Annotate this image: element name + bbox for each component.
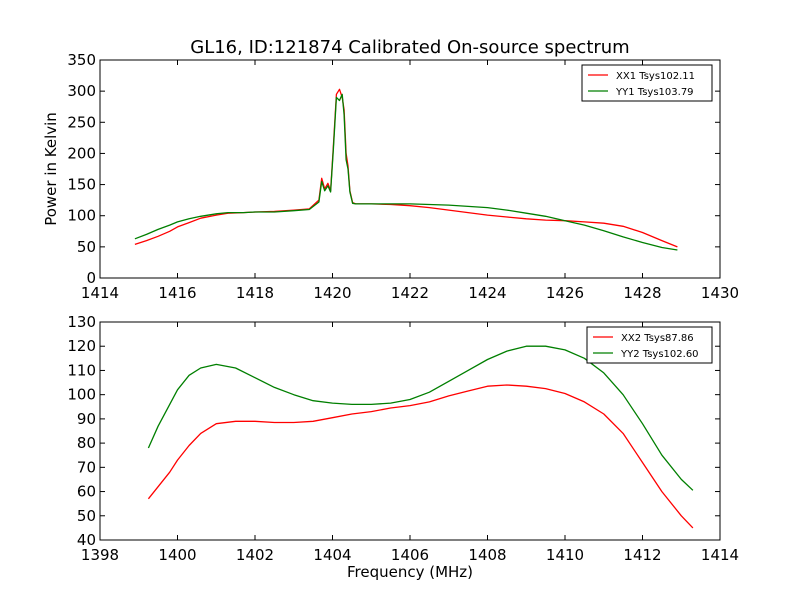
x-tick-label: 1416 xyxy=(158,284,196,302)
chart-title: GL16, ID:121874 Calibrated On-source spe… xyxy=(190,37,629,58)
y-tick-label: 60 xyxy=(77,483,96,501)
x-tick-label: 1414 xyxy=(701,546,739,564)
x-tick-label: 1412 xyxy=(623,546,661,564)
legend-box xyxy=(586,326,713,364)
y-tick-label: 0 xyxy=(86,269,96,287)
y-tick-label: 100 xyxy=(67,207,96,225)
legend-label: YY2 Tsys102.60 xyxy=(620,349,699,360)
x-tick-label: 1424 xyxy=(468,284,506,302)
x-axis-label: Frequency (MHz) xyxy=(347,563,473,581)
x-tick-label: 1418 xyxy=(236,284,274,302)
x-tick-label: 1420 xyxy=(313,284,351,302)
legend-box xyxy=(581,64,713,102)
legend-label: XX1 Tsys102.11 xyxy=(616,71,695,82)
y-tick-label: 130 xyxy=(67,313,96,331)
y-tick-label: 250 xyxy=(67,113,96,131)
x-tick-label: 1402 xyxy=(236,546,274,564)
y-tick-label: 50 xyxy=(77,507,96,525)
y-tick-label: 110 xyxy=(67,361,96,379)
y-tick-label: 40 xyxy=(77,531,96,549)
y-tick-label: 150 xyxy=(67,176,96,194)
x-tick-label: 1430 xyxy=(701,284,739,302)
bottom-plot: 1398 1400 1402 1404 1406 1408 1410 1412 1414 40 50… xyxy=(67,313,739,581)
y-tick-label: 350 xyxy=(67,51,96,69)
y-tick-label: 90 xyxy=(77,410,96,428)
y-axis-label: Power in Kelvin xyxy=(42,112,60,226)
x-tick-label: 1408 xyxy=(468,546,506,564)
top-plot: 1414 1416 1418 1420 1422 1424 1426 1428 1430 0 50 1… xyxy=(42,51,739,302)
y-tick-label: 70 xyxy=(77,458,96,476)
x-tick-label: 1428 xyxy=(623,284,661,302)
x-tick-label: 1422 xyxy=(391,284,429,302)
y-tick-label: 80 xyxy=(77,434,96,452)
legend-label: XX2 Tsys87.86 xyxy=(621,333,694,344)
x-tick-label: 1404 xyxy=(313,546,351,564)
y-tick-label: 300 xyxy=(67,82,96,100)
y-tick-label: 100 xyxy=(67,386,96,404)
legend-label: YY1 Tsys103.79 xyxy=(615,87,694,98)
x-tick-label: 1414 xyxy=(81,284,119,302)
y-tick-label: 200 xyxy=(67,144,96,162)
series-line-1-0 xyxy=(147,384,694,529)
y-tick-label: 50 xyxy=(77,238,96,256)
x-tick-label: 1426 xyxy=(546,284,584,302)
x-tick-label: 1400 xyxy=(158,546,196,564)
y-tick-label: 120 xyxy=(67,337,96,355)
series-line-1-1 xyxy=(147,345,694,491)
series-line-0-1 xyxy=(134,93,678,251)
x-tick-label: 1406 xyxy=(391,546,429,564)
x-tick-label: 1410 xyxy=(546,546,584,564)
x-tick-label: 1398 xyxy=(81,546,119,564)
